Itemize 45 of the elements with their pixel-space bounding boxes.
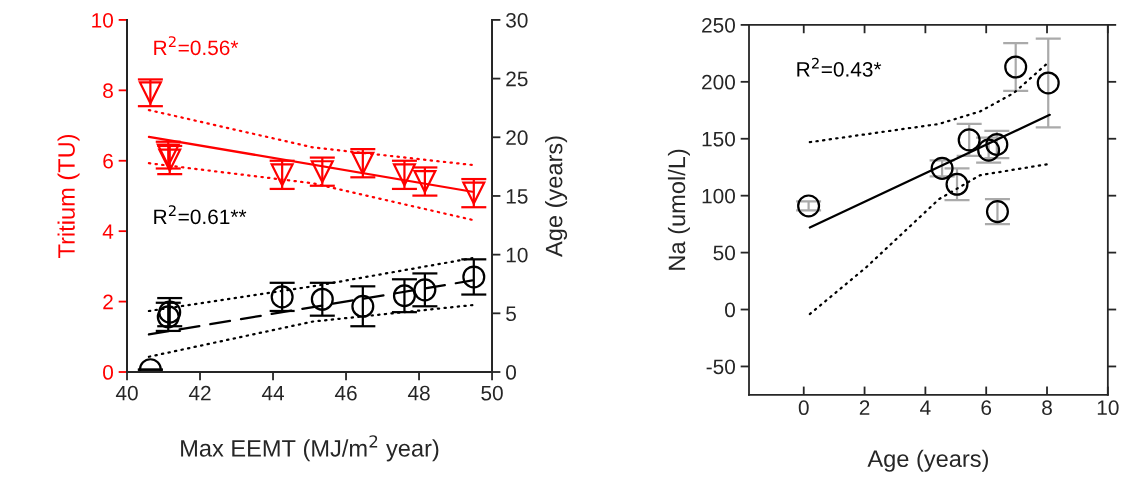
y-tick-label: 6 — [103, 153, 113, 169]
y-tick-label: 10 — [92, 12, 114, 28]
x-axis-title: Max EEMT (MJ/m$^{2}$ year) — [181, 435, 439, 462]
y-tick-label: 4 — [102, 224, 114, 239]
annotation: R$^{2}$=0.43* — [797, 57, 882, 77]
x-tick-label: 10 — [1097, 400, 1119, 416]
x-tick-label: 6 — [981, 400, 992, 416]
y2-tick-label: 15 — [506, 189, 528, 204]
y-axis-title: Tritium (TU) — [57, 134, 80, 258]
x-tick-label: 40 — [115, 385, 138, 401]
x-tick-label: 8 — [1042, 400, 1052, 416]
point — [1036, 71, 1060, 95]
point — [797, 194, 821, 218]
point — [957, 128, 981, 152]
y-tick-label: 150 — [702, 131, 735, 147]
y-tick-label: 0 — [725, 302, 735, 318]
y-tick-label: 50 — [713, 245, 735, 261]
y-tick-label: 8 — [103, 83, 113, 99]
x-tick-label: 2 — [859, 400, 870, 415]
y-tick-label: -50 — [706, 359, 735, 375]
annotation: R$^{2}$=0.61** — [154, 205, 247, 225]
y-tick-label: 200 — [702, 74, 735, 90]
y-tick-label: 100 — [702, 188, 735, 204]
y2-axis-title: Age (years) — [545, 136, 568, 257]
x-tick-label: 4 — [920, 400, 931, 415]
y2-tick-label: 20 — [506, 130, 528, 146]
y2-tick-label: 30 — [506, 12, 528, 28]
y-tick-label: 2 — [103, 294, 113, 310]
annotation: R$^{2}$=0.56* — [154, 36, 239, 56]
x-tick-label: 48 — [407, 385, 430, 401]
point — [1004, 55, 1028, 79]
x-tick-label: 46 — [334, 385, 357, 401]
x-tick-label: 50 — [481, 385, 503, 401]
y2-tick-label: 0 — [506, 365, 517, 380]
y2-tick-label: 5 — [506, 306, 516, 322]
y-axis-title: Na (umol/L) — [667, 149, 690, 270]
x-axis-title: Age (years) — [867, 449, 988, 472]
y-tick-label: 0 — [103, 365, 113, 380]
y-tick-label: 250 — [702, 17, 735, 33]
point — [945, 172, 969, 196]
x-tick-label: 44 — [261, 385, 284, 401]
x-tick-label: 42 — [188, 385, 211, 401]
x-tick-label: 0 — [798, 400, 809, 416]
y2-tick-label: 25 — [506, 71, 528, 87]
y2-tick-label: 10 — [506, 247, 528, 263]
